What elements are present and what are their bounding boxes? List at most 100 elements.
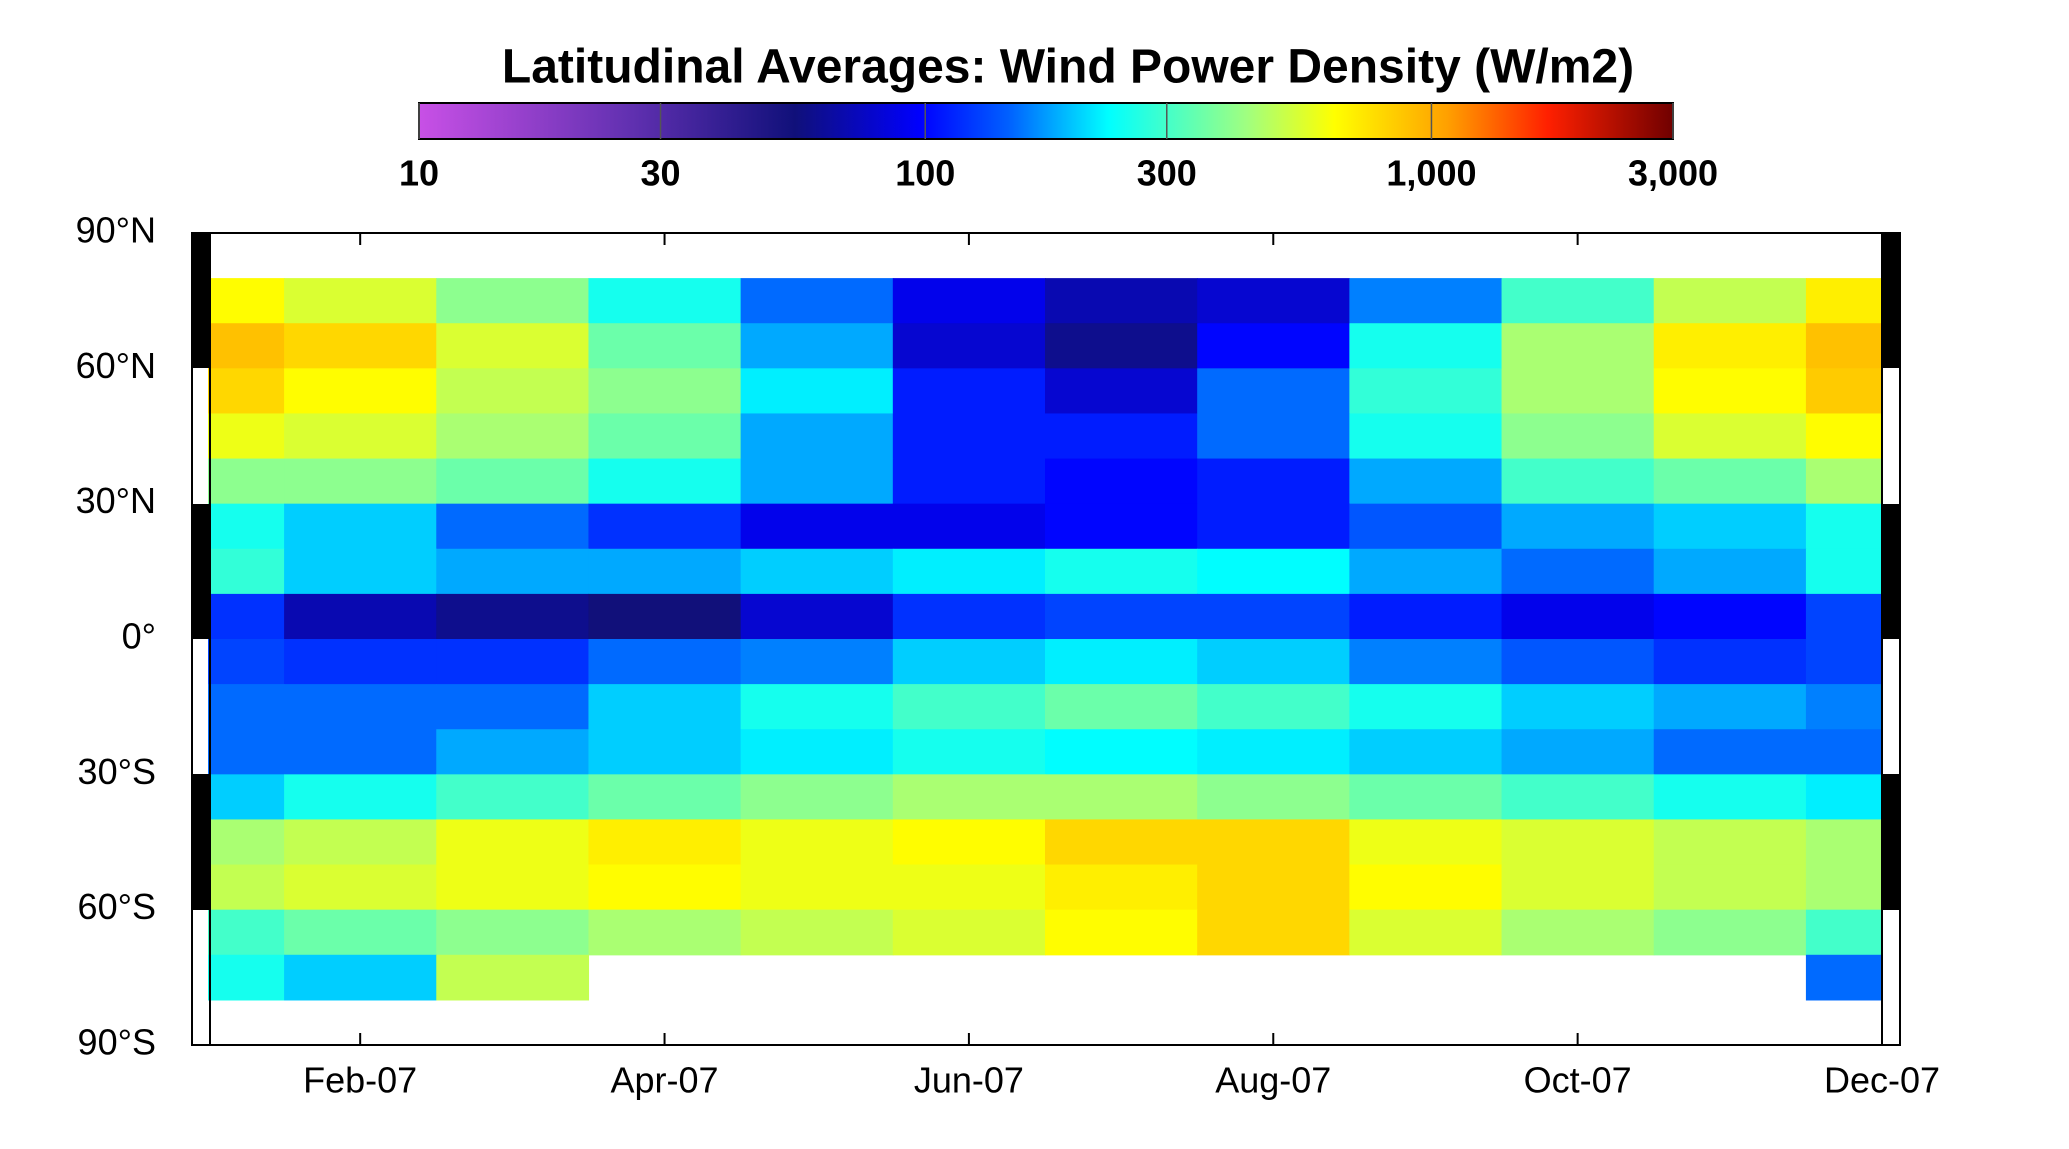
cell [208, 864, 285, 911]
cell [208, 639, 285, 685]
cell [1805, 503, 1882, 550]
cell [1501, 684, 1655, 730]
cell [436, 639, 590, 685]
cell [1653, 368, 1807, 415]
cell [740, 729, 894, 775]
cell [1197, 278, 1350, 324]
cell [1349, 639, 1503, 685]
cell [208, 909, 285, 956]
cell [1349, 684, 1503, 730]
cell [1501, 458, 1655, 505]
cell [284, 278, 437, 324]
cell [1349, 864, 1503, 911]
cell [208, 503, 285, 550]
cell [284, 864, 437, 911]
cell [1197, 323, 1350, 369]
x-tick-label: Dec-07 [1824, 1060, 1940, 1101]
cell [1653, 729, 1807, 775]
cell [1805, 458, 1882, 505]
y-tick-label: 30°S [78, 751, 156, 792]
cell [208, 819, 285, 866]
cell [208, 684, 285, 730]
cell [208, 954, 285, 1001]
cell [284, 503, 437, 550]
cell [1197, 368, 1350, 415]
cell [588, 593, 742, 640]
cell [1501, 278, 1655, 324]
cell [740, 864, 894, 911]
cell [1045, 503, 1198, 550]
cell [740, 368, 894, 415]
cell [208, 548, 285, 595]
cell [1045, 368, 1198, 415]
band [192, 504, 210, 639]
cell [436, 413, 590, 460]
cell [208, 278, 285, 324]
cell [1349, 413, 1503, 460]
cell [1805, 413, 1882, 460]
y-tick-label: 90°N [76, 210, 156, 251]
cell [1501, 639, 1655, 685]
cell [436, 774, 590, 821]
cell [1045, 909, 1198, 956]
cell [1045, 774, 1198, 821]
cell [1653, 503, 1807, 550]
cell [1501, 593, 1655, 640]
cell [892, 368, 1046, 415]
band [1882, 504, 1900, 639]
cell [740, 909, 894, 956]
cell [1197, 774, 1350, 821]
cell [1653, 593, 1807, 640]
cell [208, 368, 285, 415]
cell [1349, 323, 1503, 369]
cell [588, 278, 742, 324]
colorbar-tick-label: 3,000 [1628, 153, 1718, 194]
cell [588, 819, 742, 866]
cell [1501, 864, 1655, 911]
cell [1501, 729, 1655, 775]
cell [1197, 548, 1350, 595]
cell [1653, 548, 1807, 595]
cell [1197, 729, 1350, 775]
cell [1653, 909, 1807, 956]
cell [1045, 684, 1198, 730]
cell [588, 368, 742, 415]
cell [284, 819, 437, 866]
chart-title: Latitudinal Averages: Wind Power Density… [502, 41, 1634, 94]
cell [208, 413, 285, 460]
cell [1653, 864, 1807, 911]
cell [1197, 413, 1350, 460]
cell [1349, 548, 1503, 595]
cell [588, 684, 742, 730]
cell [284, 729, 437, 775]
cell [1349, 368, 1503, 415]
cell [1197, 909, 1350, 956]
cell [436, 819, 590, 866]
cell [1805, 593, 1882, 640]
cell [740, 774, 894, 821]
colorbar-tick-label: 30 [641, 153, 681, 194]
cell [588, 729, 742, 775]
cell [1805, 774, 1882, 821]
cell [436, 729, 590, 775]
cell [1805, 278, 1882, 324]
cell [1197, 458, 1350, 505]
cell [436, 684, 590, 730]
y-tick-label: 90°S [78, 1022, 156, 1063]
cell [588, 458, 742, 505]
cell [1045, 729, 1198, 775]
cell [1045, 413, 1198, 460]
cell [1805, 368, 1882, 415]
cell [740, 503, 894, 550]
cell [1045, 458, 1198, 505]
cell [588, 548, 742, 595]
cell [436, 323, 590, 369]
cell [436, 864, 590, 911]
cell [208, 458, 285, 505]
cell [436, 278, 590, 324]
cell [1653, 639, 1807, 685]
cell [892, 819, 1046, 866]
cell [588, 503, 742, 550]
cell [1349, 774, 1503, 821]
